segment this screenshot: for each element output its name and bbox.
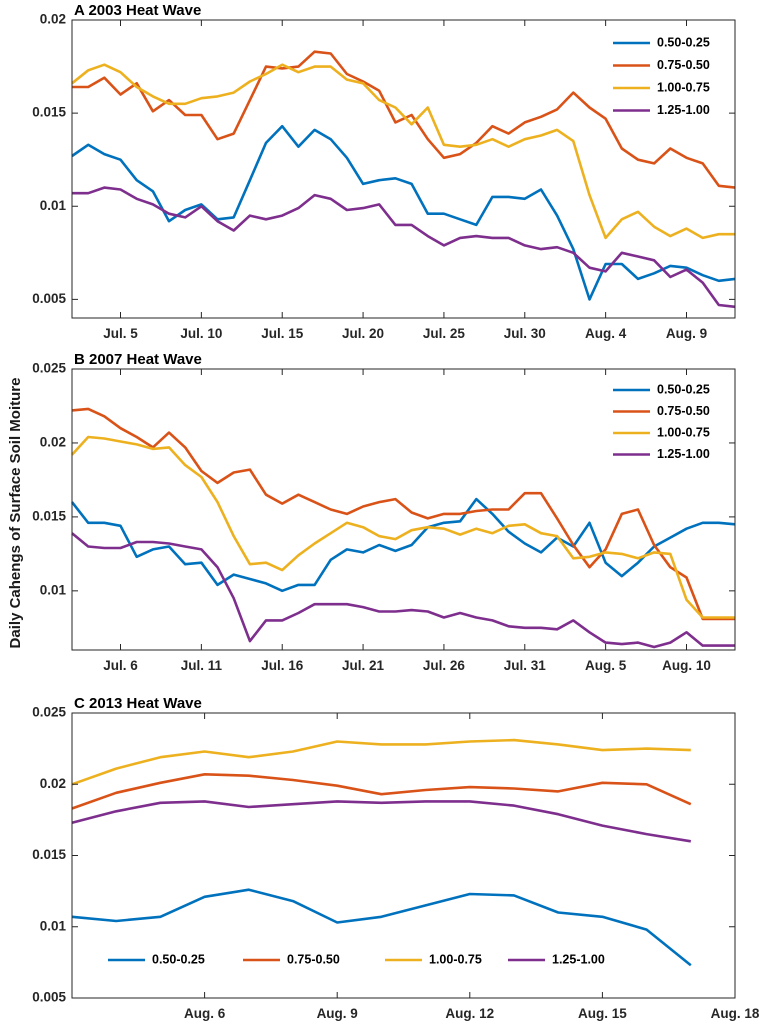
- series-line-0.50-0.25: [71, 888, 692, 967]
- x-tick-label: Jul. 10: [180, 326, 222, 341]
- x-tick-label: Jul. 15: [261, 326, 304, 341]
- legend-label: 1.25-1.00: [552, 952, 605, 966]
- x-tick-label: Jul. 16: [261, 658, 304, 673]
- x-tick-label: Jul. 26: [423, 658, 466, 673]
- series-line-1.25-1.00: [71, 800, 692, 843]
- panel-title: A 2003 Heat Wave: [74, 2, 201, 19]
- legend-label: 1.25-1.00: [657, 103, 710, 117]
- series-line-0.75-0.50: [71, 772, 692, 810]
- x-tick-label: Aug. 5: [585, 658, 627, 673]
- x-tick-label: Aug. 9: [666, 326, 707, 341]
- x-tick-label: Aug. 6: [184, 1006, 226, 1021]
- legend-label: 0.50-0.25: [657, 35, 710, 49]
- axes-frame: [71, 19, 736, 319]
- y-tick-label: 0.01: [40, 198, 67, 213]
- x-tick-label: Jul. 11: [181, 658, 223, 673]
- panel-title: C 2013 Heat Wave: [74, 695, 202, 712]
- x-tick-label: Jul. 20: [342, 326, 384, 341]
- y-tick-label: 0.005: [32, 291, 66, 306]
- legend-label: 1.00-0.75: [657, 425, 710, 439]
- legend: 0.50-0.25 0.75-0.50 1.00-0.75 1.25-1.00: [108, 952, 605, 966]
- x-tick-label: Jul. 5: [103, 326, 138, 341]
- y-tick-label: 0.01: [40, 582, 67, 597]
- x-tick-label: Jul. 31: [504, 658, 547, 673]
- panel-b: B 2007 Heat Wave 0.01 0.015 0.02 0.025 Jul. 6…: [32, 351, 736, 673]
- legend-label: 0.50-0.25: [657, 382, 710, 396]
- x-tick-label: Aug. 9: [317, 1006, 358, 1021]
- series-line-1.25-1.00: [71, 532, 735, 649]
- panel-a: A 2003 Heat Wave 0.005 0.01 0.015 0.02 Jul. 5…: [32, 2, 736, 341]
- panel-c: C 2013 Heat Wave 0.005 0.01 0.015 0.02 0.025 A…: [32, 695, 760, 1021]
- x-tick-label: Jul. 21: [342, 658, 385, 673]
- y-tick-label: 0.015: [32, 508, 66, 523]
- y-tick-label: 0.025: [32, 705, 66, 720]
- series-line-0.50-0.25: [70, 497, 736, 593]
- y-tick-label: 0.02: [40, 776, 66, 791]
- axes-frame: [71, 368, 736, 651]
- y-tick-label: 0.01: [40, 918, 67, 933]
- x-tick-label: Aug. 4: [585, 326, 627, 341]
- series-line-1.00-0.75: [71, 435, 735, 619]
- legend: 0.50-0.25 0.75-0.50 1.00-0.75 1.25-1.00: [613, 35, 710, 117]
- x-tick-label: Aug. 12: [445, 1006, 494, 1021]
- x-tick-label: Jul. 25: [423, 326, 466, 341]
- series-line-1.25-1.00: [72, 186, 736, 309]
- legend-label: 0.50-0.25: [152, 952, 205, 966]
- y-tick-label: 0.025: [32, 361, 66, 376]
- series-line-1.00-0.75: [71, 63, 735, 240]
- legend-label: 1.00-0.75: [657, 80, 710, 94]
- legend-label: 1.25-1.00: [657, 447, 710, 461]
- panel-title: B 2007 Heat Wave: [74, 351, 202, 368]
- x-tick-label: Jul. 6: [103, 658, 138, 673]
- x-tick-label: Aug. 18: [711, 1006, 760, 1021]
- series-line-0.75-0.50: [71, 407, 735, 621]
- legend-label: 1.00-0.75: [429, 952, 482, 966]
- x-tick-label: Aug. 15: [578, 1006, 627, 1021]
- x-tick-label: Aug. 10: [662, 658, 711, 673]
- x-tick-label: Jul. 30: [504, 326, 546, 341]
- legend: 0.50-0.25 0.75-0.50 1.00-0.75 1.25-1.00: [613, 382, 710, 461]
- y-tick-label: 0.005: [32, 990, 66, 1005]
- y-tick-label: 0.015: [32, 105, 66, 120]
- legend-label: 0.75-0.50: [287, 952, 340, 966]
- series-line-0.50-0.25: [71, 124, 736, 301]
- y-tick-label: 0.02: [40, 12, 66, 27]
- y-tick-label: 0.02: [40, 435, 66, 450]
- series-line-0.75-0.50: [72, 50, 736, 189]
- legend-label: 0.75-0.50: [657, 58, 710, 72]
- y-axis-label: Daily Cahengs of Surface Soil Moiture: [7, 378, 24, 649]
- series-line-1.00-0.75: [71, 738, 691, 786]
- y-tick-label: 0.015: [32, 847, 66, 862]
- legend-label: 0.75-0.50: [657, 404, 710, 418]
